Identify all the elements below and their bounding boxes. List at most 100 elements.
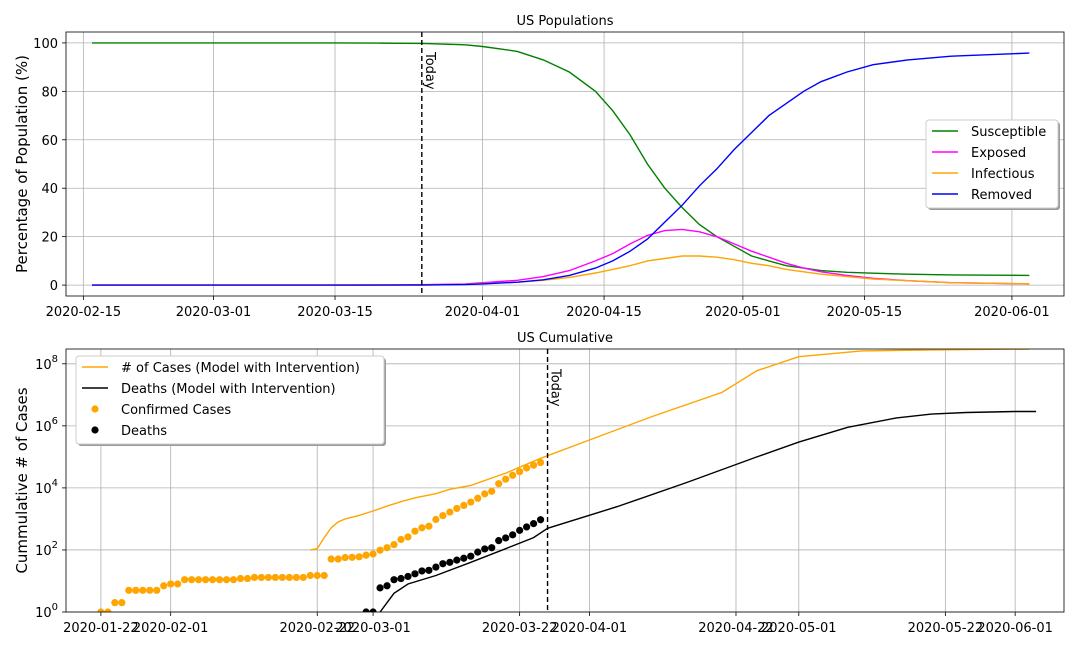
data-point	[153, 586, 161, 594]
data-point	[278, 573, 286, 582]
data-point	[146, 586, 154, 594]
data-point	[362, 608, 370, 612]
x-tick-label: 2020-04-22	[698, 621, 774, 636]
data-point	[327, 555, 335, 563]
data-point	[181, 576, 189, 584]
series-line-2	[92, 255, 1030, 286]
data-point	[271, 573, 279, 582]
series-line-0	[92, 42, 1030, 277]
legend-entry-label: # of Cases (Model with Intervention)	[121, 361, 360, 376]
legend-entry-label: Exposed	[971, 146, 1026, 161]
legend-entry-label: Infectious	[971, 167, 1035, 182]
data-point	[390, 540, 398, 549]
y-tick-label: 106	[35, 416, 58, 435]
data-point	[195, 576, 203, 584]
legend-marker	[91, 405, 99, 413]
data-point	[167, 580, 175, 588]
data-point	[104, 608, 112, 612]
data-point	[160, 582, 168, 590]
data-point	[529, 520, 538, 528]
y-axis-label: Cummulative # of Cases	[13, 387, 31, 573]
data-point	[481, 545, 489, 553]
y-axis-label: Percentage of Population (%)	[13, 55, 31, 273]
data-point	[376, 584, 384, 592]
data-point	[236, 574, 245, 583]
data-point	[243, 574, 252, 583]
x-tick-label: 2020-06-01	[977, 621, 1053, 636]
y-tick-label: 108	[35, 354, 58, 373]
data-point	[292, 573, 300, 582]
data-point	[397, 535, 405, 544]
data-point	[139, 586, 147, 594]
data-point	[474, 548, 482, 556]
chart-title: US Populations	[517, 14, 614, 29]
data-point	[125, 586, 133, 594]
data-point	[509, 471, 517, 479]
data-point	[453, 504, 461, 513]
legend-entry-label: Deaths (Model with Intervention)	[121, 382, 336, 397]
data-point	[523, 464, 531, 472]
x-tick-label: 2020-05-01	[761, 621, 837, 636]
data-point	[264, 573, 272, 582]
data-point	[404, 533, 412, 541]
x-tick-label: 2020-03-01	[335, 621, 411, 636]
data-point	[481, 490, 489, 498]
x-tick-label: 2020-03-15	[297, 305, 373, 320]
data-point	[502, 534, 510, 542]
legend-marker	[91, 426, 99, 434]
x-tick-label: 2020-02-22	[279, 621, 355, 636]
data-point	[495, 537, 503, 545]
data-point	[432, 563, 440, 571]
data-point	[467, 498, 475, 506]
plot-frame	[65, 31, 1065, 297]
data-point	[404, 572, 412, 581]
x-tick-label: 2020-06-01	[974, 305, 1050, 320]
x-tick-label: 2020-03-01	[176, 305, 252, 320]
legend-entry-label: Confirmed Cases	[121, 403, 231, 418]
plot-area	[92, 42, 1030, 286]
data-point	[383, 544, 391, 552]
x-tick-label: 2020-02-01	[133, 621, 209, 636]
data-point	[369, 608, 377, 612]
data-point	[320, 571, 328, 580]
y-tick-label: 20	[41, 231, 58, 246]
data-point	[222, 576, 231, 584]
series-line-3	[92, 52, 1030, 286]
y-tick-label: 104	[35, 478, 58, 497]
data-point	[250, 573, 259, 582]
data-point	[390, 576, 398, 584]
data-point	[488, 544, 496, 552]
data-point	[432, 515, 440, 524]
x-tick-label: 2020-03-22	[482, 621, 558, 636]
data-point	[523, 523, 531, 531]
data-point	[132, 586, 140, 594]
y-tick-label: 40	[41, 182, 58, 197]
data-point	[474, 494, 482, 502]
plot-frame	[65, 348, 1065, 613]
data-point	[446, 558, 454, 566]
data-point	[488, 487, 496, 495]
data-point	[341, 553, 349, 562]
data-point	[439, 560, 447, 568]
data-point	[411, 570, 419, 578]
data-point	[313, 571, 321, 580]
data-point	[355, 553, 363, 561]
data-point	[334, 555, 342, 563]
x-tick-label: 2020-01-22	[63, 621, 139, 636]
y-tick-label: 100	[33, 37, 58, 52]
x-tick-label: 2020-04-15	[566, 305, 642, 320]
y-tick-label: 0	[50, 279, 58, 294]
data-point	[418, 567, 426, 575]
x-tick-label: 2020-04-01	[552, 621, 628, 636]
data-point	[383, 582, 391, 590]
series-line-0	[310, 349, 1030, 551]
y-tick-label: 100	[35, 602, 58, 621]
data-point	[516, 468, 524, 476]
data-point	[453, 556, 461, 564]
legend-box	[75, 355, 385, 445]
legend-box	[925, 119, 1059, 209]
y-tick-label: 80	[41, 85, 58, 100]
today-label: Today	[422, 51, 437, 90]
